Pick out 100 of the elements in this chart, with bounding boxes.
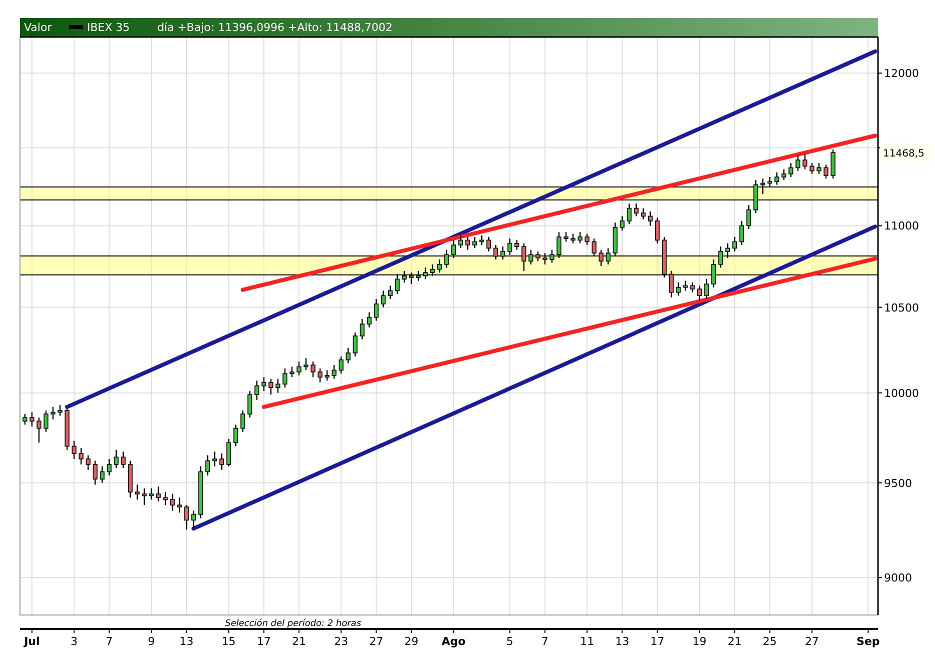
x-tick-label: 29 <box>404 635 418 648</box>
candlestick <box>22 413 28 426</box>
candlestick <box>135 484 140 500</box>
candlestick <box>634 202 639 217</box>
candlestick <box>338 356 344 374</box>
candlestick <box>114 449 119 469</box>
candlestick <box>782 168 786 181</box>
text: IBEX 35 <box>87 21 130 34</box>
candlestick <box>479 234 484 246</box>
candlestick <box>683 280 688 292</box>
x-tick-label: 27 <box>369 635 384 648</box>
candlestick <box>163 491 168 506</box>
candlestick <box>802 153 808 170</box>
candlestick <box>282 368 288 388</box>
candlestick <box>465 236 470 250</box>
candlestick <box>704 278 709 300</box>
candlestick <box>212 451 217 467</box>
candlestick <box>522 242 526 272</box>
candlestick <box>648 210 653 226</box>
x-tick-label: 9 <box>148 635 155 648</box>
candlestick <box>640 208 646 220</box>
candlestick <box>191 510 196 528</box>
text: 11468,5 <box>883 148 924 160</box>
candlestick <box>578 232 582 244</box>
candlestick <box>437 258 442 274</box>
candlestick <box>486 236 492 252</box>
candlestick <box>254 380 260 400</box>
candlestick <box>409 272 414 285</box>
candlestick <box>550 249 554 264</box>
x-tick-label: Sep <box>856 635 880 648</box>
candlestick <box>570 233 576 244</box>
candlestick <box>30 412 34 428</box>
candlestick <box>219 452 224 471</box>
candlestick <box>92 460 98 486</box>
candlestick <box>824 164 828 180</box>
candlestick <box>774 172 780 186</box>
x-tick-label: 13 <box>180 635 194 648</box>
y-tick-label: 11000 <box>884 220 919 233</box>
candlestick <box>324 370 330 382</box>
candlestick <box>697 285 702 302</box>
candlestick <box>388 285 393 300</box>
candlestick <box>184 504 189 530</box>
text: Selección del período: 2 horas <box>225 618 362 629</box>
candlestick <box>50 406 56 420</box>
candlestick <box>78 447 84 466</box>
candlestick <box>72 440 76 460</box>
y-tick-label: 9000 <box>884 572 912 585</box>
candlestick <box>318 368 322 383</box>
candlestick <box>142 488 147 506</box>
candlestick <box>226 438 232 467</box>
x-tick-label: 7 <box>541 635 548 648</box>
candlestick <box>739 220 744 246</box>
y-tick-label: 10000 <box>884 386 919 400</box>
candlestick <box>718 246 723 268</box>
candlestick <box>564 232 568 242</box>
candlestick <box>514 240 520 250</box>
candlestick <box>746 204 752 230</box>
candlestick <box>156 486 161 502</box>
candlestick <box>423 267 428 280</box>
y-tick-label: 12000 <box>884 67 919 80</box>
candlestick <box>44 410 48 432</box>
candlestick <box>100 466 105 484</box>
x-tick-label: 5 <box>506 635 514 648</box>
candlestick <box>690 282 695 293</box>
candlestick <box>290 366 294 378</box>
candlestick <box>830 148 836 180</box>
x-tick-label: 13 <box>615 635 630 648</box>
candlestick <box>542 252 548 266</box>
x-tick-label: 17 <box>650 635 664 648</box>
candlestick <box>36 416 42 444</box>
candlestick <box>556 232 562 258</box>
candlestick <box>620 216 625 232</box>
candlestick <box>767 176 772 187</box>
candlestick <box>170 493 175 512</box>
x-tick-label: 25 <box>762 635 777 648</box>
x-tick-label: 7 <box>106 635 113 648</box>
candlestick <box>458 234 463 249</box>
candlestick <box>598 249 604 267</box>
candlestick <box>332 364 336 380</box>
x-tick-label: Ago <box>442 635 466 648</box>
candlestick <box>444 249 449 268</box>
candlestick <box>430 264 435 276</box>
candlestick <box>240 410 246 432</box>
candlestick <box>86 454 90 471</box>
candlestick <box>472 236 477 249</box>
chart-title: Valor <box>24 21 52 34</box>
candlestick <box>352 332 358 358</box>
candlestick <box>233 424 238 447</box>
candlestick <box>304 358 308 371</box>
candlestick <box>451 240 456 258</box>
candlestick <box>725 242 730 258</box>
candlestick <box>366 312 372 328</box>
candlestick <box>810 162 814 174</box>
candlestick <box>732 236 737 252</box>
x-tick-label: Jul <box>23 635 40 648</box>
candlestick <box>262 376 266 392</box>
candlestick <box>177 497 182 514</box>
candlestick <box>120 451 126 469</box>
candlestick <box>536 250 540 262</box>
candlestick <box>247 390 252 418</box>
